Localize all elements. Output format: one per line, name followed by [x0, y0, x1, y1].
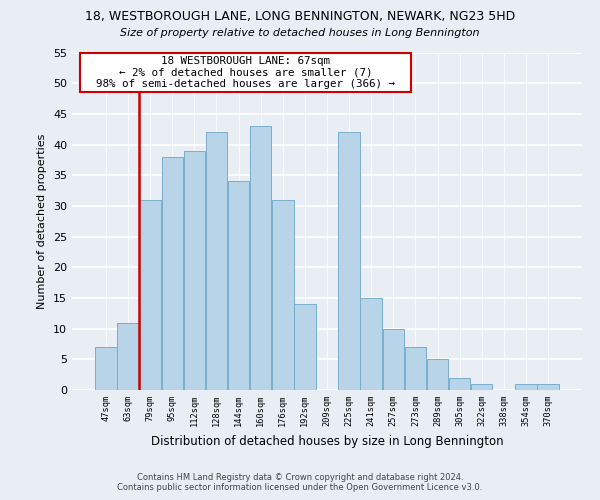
Bar — [294, 304, 316, 390]
Bar — [383, 328, 404, 390]
Bar — [515, 384, 537, 390]
Bar — [538, 384, 559, 390]
Bar — [471, 384, 493, 390]
Bar — [161, 157, 183, 390]
Text: 18 WESTBOROUGH LANE: 67sqm  
  ← 2% of detached houses are smaller (7)  
  98% o: 18 WESTBOROUGH LANE: 67sqm ← 2% of detac… — [83, 56, 408, 89]
Bar — [95, 347, 116, 390]
Bar — [139, 200, 161, 390]
Bar — [206, 132, 227, 390]
Bar — [117, 322, 139, 390]
Bar — [405, 347, 426, 390]
Bar — [449, 378, 470, 390]
Bar — [250, 126, 271, 390]
Bar — [338, 132, 360, 390]
Bar — [228, 182, 249, 390]
Bar — [184, 150, 205, 390]
Y-axis label: Number of detached properties: Number of detached properties — [37, 134, 47, 309]
Text: 18, WESTBOROUGH LANE, LONG BENNINGTON, NEWARK, NG23 5HD: 18, WESTBOROUGH LANE, LONG BENNINGTON, N… — [85, 10, 515, 23]
Text: Contains HM Land Registry data © Crown copyright and database right 2024.
Contai: Contains HM Land Registry data © Crown c… — [118, 473, 482, 492]
X-axis label: Distribution of detached houses by size in Long Bennington: Distribution of detached houses by size … — [151, 434, 503, 448]
Bar — [427, 360, 448, 390]
Bar — [361, 298, 382, 390]
Bar — [272, 200, 293, 390]
Text: Size of property relative to detached houses in Long Bennington: Size of property relative to detached ho… — [120, 28, 480, 38]
